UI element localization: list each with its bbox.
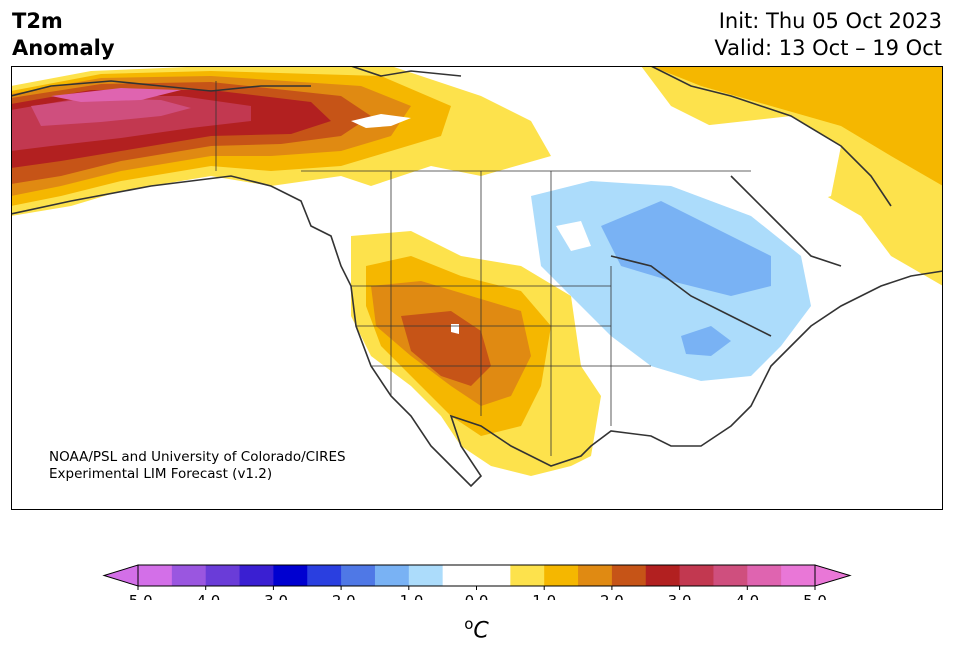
colorbar-max-extend-arrow [814,564,852,587]
colorbar-cell [442,565,477,586]
colorbar-tick-label: 5.0 [803,592,827,600]
colorbar-cell [476,565,511,586]
colorbar-unit: oC [0,615,953,643]
credit-line-1: NOAA/PSL and University of Colorado/CIRE… [49,449,346,465]
colorbar-min-extend-arrow [102,564,139,587]
colorbar-cell [713,565,748,586]
anomaly-map [11,66,943,510]
colorbar-cell [307,565,342,586]
colorbar-cell [239,565,274,586]
colorbar-cell [341,565,376,586]
title-line-1: T2m [12,9,63,33]
colorbar-tick-label: -4.0 [191,592,220,600]
land-borders [11,66,943,488]
colorbar-tick-label: -1.0 [394,592,423,600]
colorbar-tick-label: 2.0 [600,592,624,600]
state-borders [215,81,751,456]
map-title: T2m Anomaly [12,8,115,62]
colorbar-cell [747,565,782,586]
colorbar-tick-label: 4.0 [735,592,759,600]
colorbar-cell [578,565,613,586]
colorbar-cell [544,565,579,586]
colorbar-tick-label: 3.0 [668,592,692,600]
colorbar-tick-label: -2.0 [326,592,355,600]
colorbar-cell [510,565,545,586]
colorbar-cell [611,565,647,586]
colorbar-cell [645,565,681,586]
colorbar-cell [205,565,241,586]
colorbar-cell [374,565,410,586]
colorbar-tick-label: -5.0 [123,592,152,600]
colorbar-cell [408,565,444,586]
colorbar-tick-label: 0.0 [465,592,489,600]
valid-date: Valid: 13 Oct – 19 Oct [714,36,942,60]
colorbar-cell [781,565,816,586]
alaska-warm-anomaly [11,66,551,216]
unit-celsius-label: C [473,618,489,644]
title-line-2: Anomaly [12,36,115,60]
unit-degree-symbol: o [464,615,474,633]
colorbar-cell [273,565,308,586]
forecast-dates: Init: Thu 05 Oct 2023 Valid: 13 Oct – 19… [714,8,942,62]
init-date: Init: Thu 05 Oct 2023 [718,9,942,33]
colorbar-cell [171,565,207,586]
colorbar-tick-label: 1.0 [532,592,556,600]
map-frame [11,66,943,510]
colorbar: -5.0 -4.0 -3.0 -2.0 -1.0 0.0 1.0 2.0 3.0 4.0 5.0 [102,564,852,600]
northeast-canada-warm-anomaly [641,66,943,286]
southwest-warm-anomaly [351,231,601,476]
colorbar-cell [679,565,714,586]
colorbar-tick-label: -3.0 [259,592,288,600]
credit-text: NOAA/PSL and University of Colorado/CIRE… [49,449,346,483]
credit-line-2: Experimental LIM Forecast (v1.2) [49,466,273,482]
colorbar-cell [138,565,173,586]
